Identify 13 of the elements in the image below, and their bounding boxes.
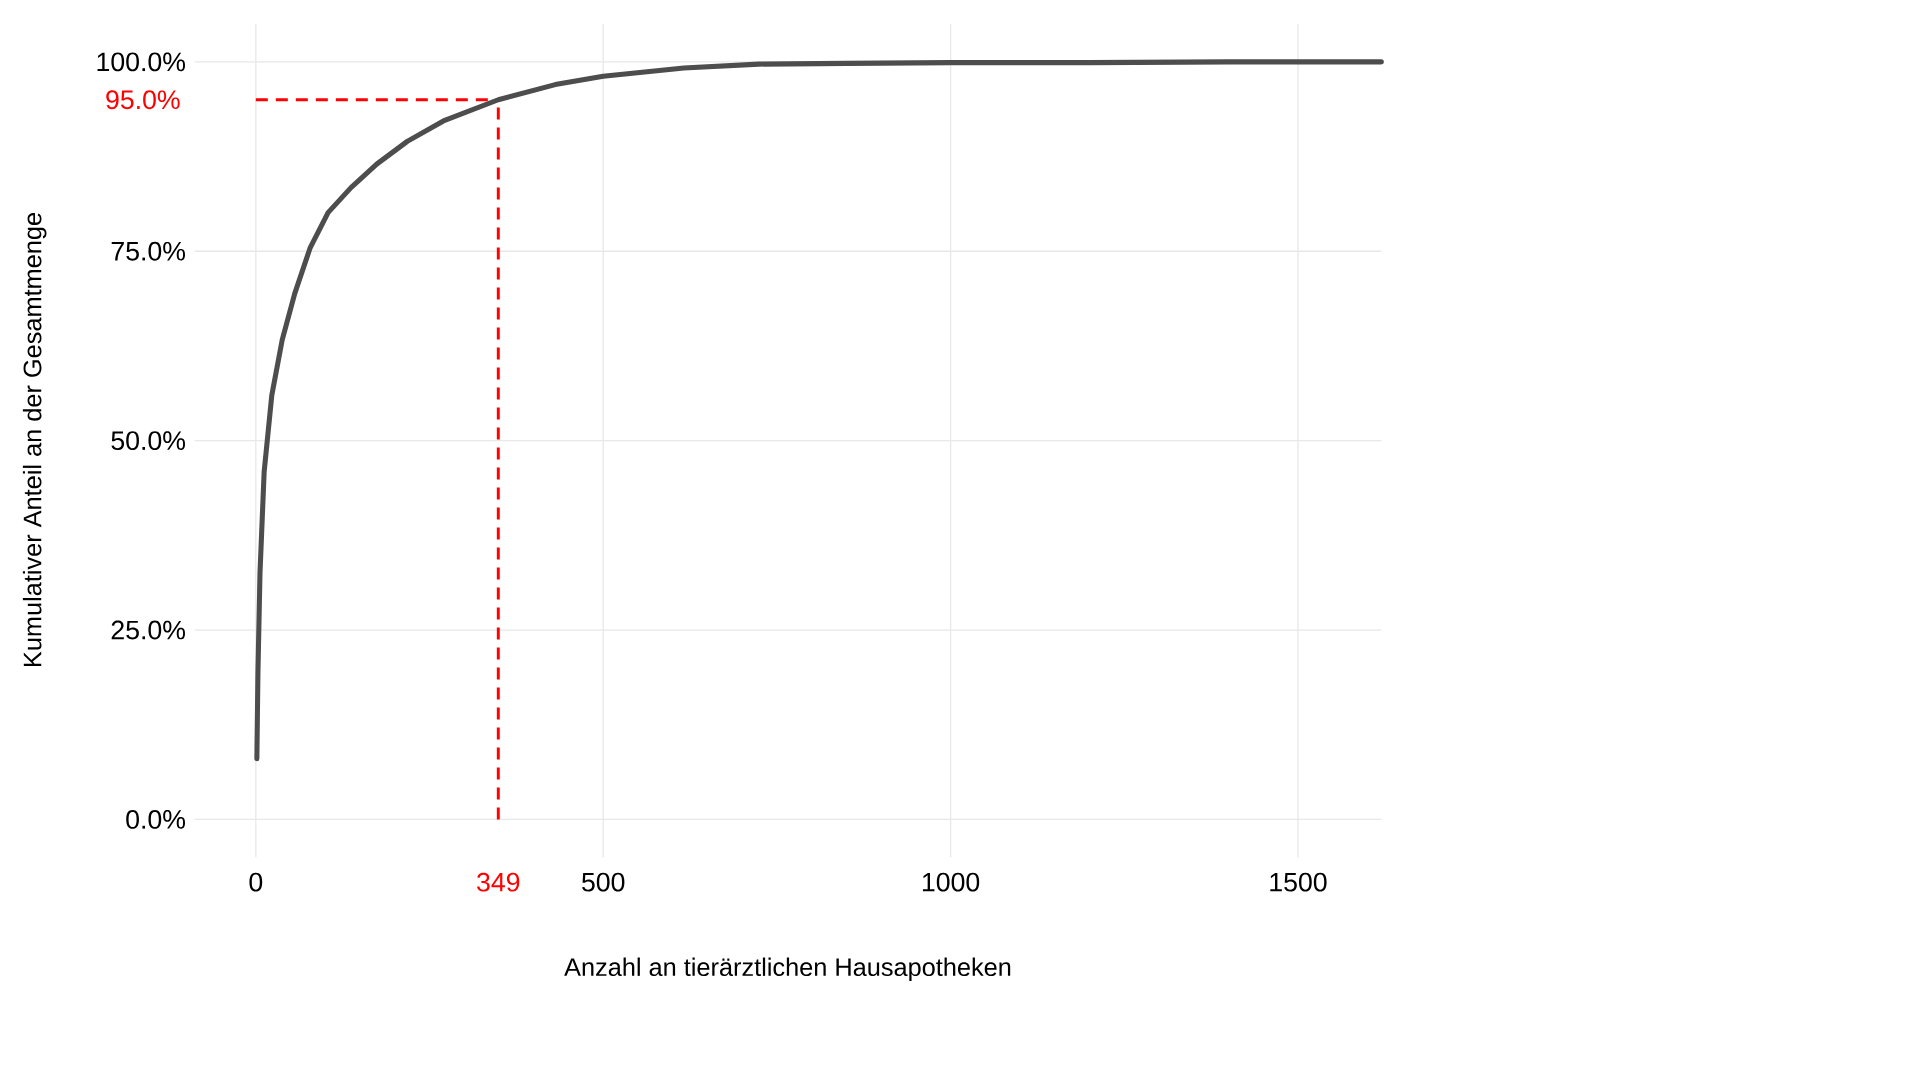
x-tick-label: 1500 — [1270, 872, 1327, 892]
x-tick-label: 1000 — [922, 872, 980, 892]
y-tick-label: 50.0% — [111, 431, 185, 451]
y-tick-label: 75.0% — [111, 241, 185, 261]
y-tick-label: 25.0% — [111, 620, 185, 640]
y-axis-title: Kumulativer Anteil an der Gesamtmenge — [22, 213, 47, 667]
x-tick-label: 500 — [582, 872, 625, 892]
y-tick-label: 100.0% — [97, 52, 185, 72]
x-tick-label: 0 — [249, 872, 263, 892]
ref-line-label: 95.0% — [106, 90, 180, 110]
ref-line-label: 349 — [477, 872, 520, 892]
y-tick-label: 0.0% — [126, 810, 185, 829]
x-axis-title: Anzahl an tierärztlichen Hausapotheken — [564, 957, 1011, 982]
